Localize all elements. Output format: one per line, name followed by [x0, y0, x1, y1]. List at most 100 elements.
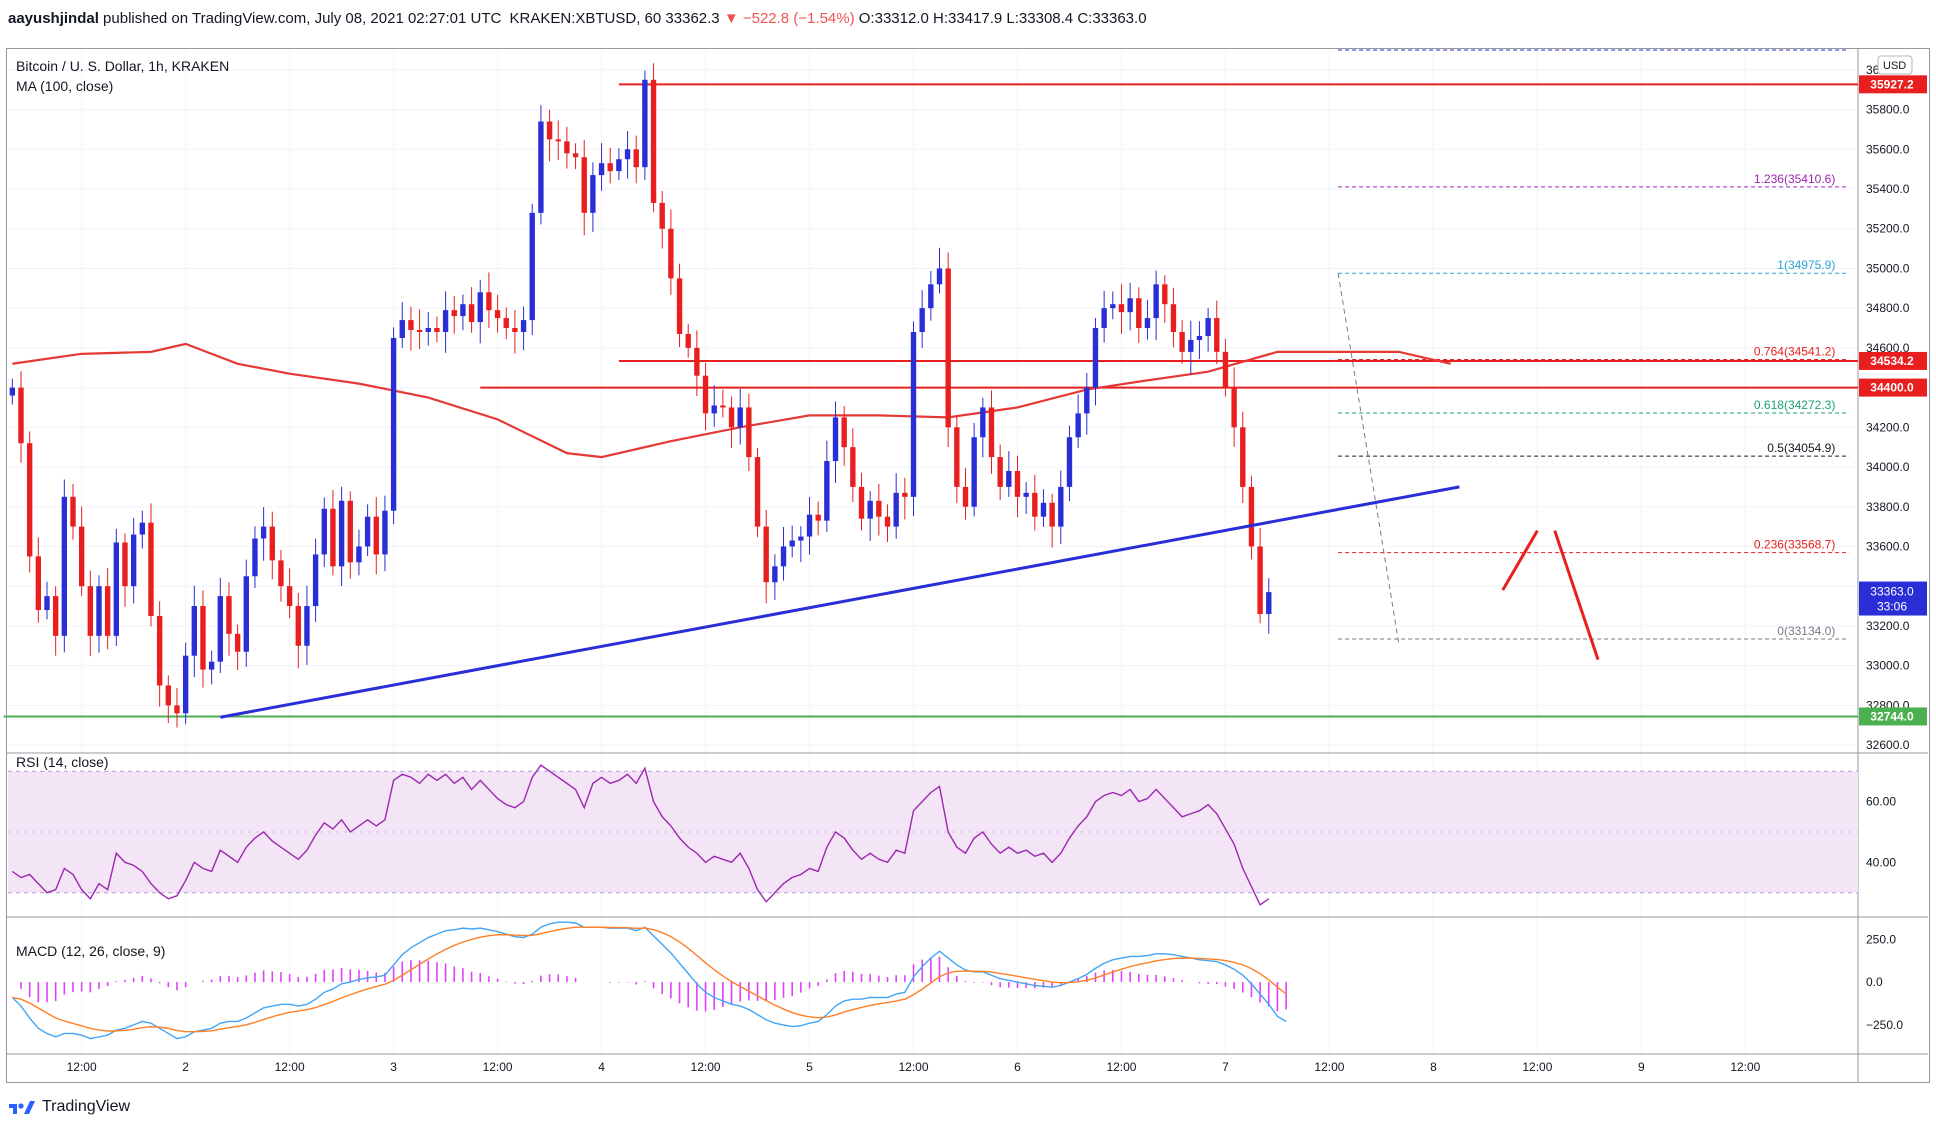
gridlines — [8, 50, 1858, 1054]
candle-body — [572, 153, 579, 158]
footer-brand[interactable]: TradingView — [42, 1098, 131, 1115]
price-tick-label: 33600.0 — [1866, 539, 1910, 553]
candle-body — [772, 566, 778, 583]
ohlc-low: L:33308.4 — [1006, 10, 1074, 27]
macd-line — [11, 921, 1287, 1040]
macd-signal-line — [12, 926, 1287, 1033]
candle-body — [1153, 284, 1159, 319]
ohlc-open: O:33312.0 — [858, 10, 929, 27]
time-tick-label: 2 — [182, 1060, 189, 1074]
time-tick-label: 12:00 — [1314, 1060, 1344, 1074]
projection-up-leg — [1501, 529, 1539, 591]
candle-body — [538, 121, 544, 213]
candles — [9, 63, 1272, 728]
candle-body — [494, 310, 501, 319]
candle-body — [815, 514, 821, 521]
candle-body — [1101, 308, 1107, 329]
candle-body — [486, 292, 492, 311]
current-price-label: 33363.0 — [1870, 585, 1914, 599]
rsi-line — [11, 764, 1270, 906]
candle-body — [208, 661, 215, 670]
candle-body — [104, 586, 111, 636]
candle-body — [754, 457, 761, 527]
time-tick-label: 12:00 — [1730, 1060, 1760, 1074]
price-tick-label: 33200.0 — [1866, 619, 1910, 633]
fib-level-label: 0(33134.0) — [1777, 624, 1835, 638]
tradingview-logo-icon — [9, 1101, 35, 1114]
chart-frame[interactable] — [6, 48, 1930, 1083]
candle-body — [520, 320, 527, 332]
candle-body — [616, 159, 622, 172]
price-tick-label: 35800.0 — [1866, 103, 1910, 117]
candle-body — [191, 606, 197, 656]
candle-body — [1170, 304, 1177, 332]
candle-body — [546, 121, 553, 140]
candle-body — [1058, 486, 1064, 527]
price-tick-label: 34000.0 — [1866, 460, 1910, 474]
candle-body — [936, 268, 943, 285]
candle-body — [1040, 502, 1047, 517]
candle-body — [330, 508, 336, 567]
candle-body — [61, 496, 68, 636]
level-price-tag — [1859, 378, 1927, 397]
candle-body — [789, 540, 795, 547]
candle-body — [867, 500, 873, 519]
level-price-tag — [1859, 351, 1927, 370]
candle-body — [1118, 304, 1125, 313]
price-tick-label: 33800.0 — [1866, 500, 1910, 514]
currency-badge — [1877, 55, 1913, 75]
author-name[interactable]: aayushjindal — [8, 10, 99, 27]
candle-body — [382, 510, 388, 555]
candle-body — [200, 606, 206, 670]
time-tick-label: 7 — [1222, 1060, 1229, 1074]
time-tick-label: 12:00 — [1522, 1060, 1552, 1074]
candle-body — [798, 536, 804, 541]
ohlc-high: H:33417.9 — [933, 10, 1003, 27]
time-tick-label: 12:00 — [483, 1060, 513, 1074]
candle-body — [477, 292, 483, 323]
footer: TradingView — [8, 1092, 130, 1122]
candle-body — [841, 417, 847, 448]
candle-body — [997, 457, 1003, 487]
candle-body — [252, 538, 258, 577]
candle-body — [876, 500, 882, 517]
fib-level-label: 0.764(34541.2) — [1754, 345, 1835, 359]
time-tick-label: 5 — [806, 1060, 813, 1074]
rising-trendline — [220, 485, 1460, 719]
price-tick-label: 35000.0 — [1866, 261, 1910, 275]
candle-body — [113, 542, 119, 636]
candle-body — [581, 157, 587, 213]
price-tick-label: 34200.0 — [1866, 420, 1910, 434]
candle-body — [1023, 492, 1029, 497]
candle-body — [1266, 592, 1272, 614]
candle-body — [1014, 471, 1021, 497]
candle-body — [460, 304, 466, 317]
macd-tick-label: 250.0 — [1866, 932, 1896, 946]
candle-body — [780, 546, 787, 567]
candle-body — [1205, 318, 1211, 336]
time-tick-label: 8 — [1430, 1060, 1437, 1074]
candle-body — [564, 141, 570, 154]
candle-body — [1257, 546, 1263, 614]
candle-body — [529, 212, 535, 321]
level-price-label: 34400.0 — [1870, 381, 1914, 395]
time-tick-label: 12:00 — [898, 1060, 928, 1074]
level-price-label: 35927.2 — [1870, 77, 1914, 91]
candle-body — [243, 576, 249, 652]
candle-body — [1084, 387, 1090, 414]
macd-tick-label: 0.0 — [1866, 975, 1883, 989]
candle-body — [1162, 284, 1168, 305]
candle-body — [954, 427, 960, 487]
candle-body — [1240, 427, 1246, 487]
candle-body — [824, 461, 830, 521]
candle-body — [182, 655, 189, 714]
candle-body — [468, 304, 475, 323]
ohlc-close: C:33363.0 — [1077, 10, 1147, 27]
price-tick-label: 33000.0 — [1866, 659, 1910, 673]
time-tick-label: 12:00 — [691, 1060, 721, 1074]
publish-header: aayushjindal published on TradingView.co… — [8, 4, 1147, 34]
candle-body — [451, 310, 457, 317]
time-tick-label: 12:00 — [275, 1060, 305, 1074]
candle-body — [260, 526, 267, 539]
